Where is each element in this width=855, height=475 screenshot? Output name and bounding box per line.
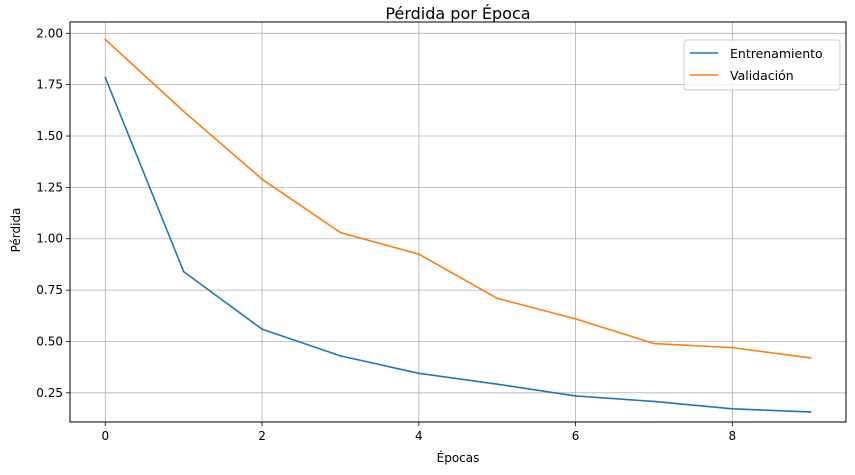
data-point-entrenamiento	[731, 407, 734, 410]
data-point-entrenamiento	[653, 400, 655, 403]
x-tick-label: 8	[729, 429, 737, 443]
data-point-validacion	[574, 317, 577, 320]
x-tick-label: 6	[572, 429, 580, 443]
data-point-validacion	[417, 253, 420, 256]
data-point-validacion	[339, 231, 342, 234]
data-point-validacion	[496, 297, 499, 300]
data-point-entrenamiento	[104, 76, 107, 79]
x-axis-label: Épocas	[437, 450, 480, 465]
data-point-entrenamiento	[496, 383, 499, 386]
y-tick-label: 1.50	[36, 129, 63, 143]
data-point-validacion	[731, 346, 734, 349]
y-tick-label: 1.25	[36, 180, 63, 194]
y-tick-label: 0.75	[36, 283, 63, 297]
y-tick-label: 1.75	[36, 78, 63, 92]
y-axis-label: Pérdida	[9, 208, 23, 253]
data-point-entrenamiento	[182, 270, 185, 273]
data-point-validacion	[182, 110, 185, 113]
y-tick-label: 0.50	[36, 334, 63, 348]
data-point-entrenamiento	[261, 328, 263, 331]
series-line-entrenamiento	[104, 77, 811, 413]
data-point-validacion	[809, 357, 812, 359]
y-tick-label: 0.25	[36, 386, 63, 400]
chart-title: Pérdida por Época	[385, 4, 530, 23]
data-point-validacion	[261, 178, 263, 181]
data-point-entrenamiento	[574, 395, 577, 397]
x-tick-label: 4	[415, 429, 423, 443]
x-tick-label: 0	[101, 429, 109, 443]
legend-label-entrenamiento: Entrenamiento	[730, 46, 823, 61]
x-tick-label: 2	[258, 429, 266, 443]
legend: Entrenamiento Validación	[683, 39, 841, 91]
data-point-entrenamiento	[339, 354, 342, 357]
grid-lines	[70, 22, 846, 422]
data-point-entrenamiento	[809, 411, 812, 413]
data-point-entrenamiento	[417, 372, 420, 375]
plot-frame	[69, 21, 847, 423]
axis-ticks: 0 2 4 6 8 0.25 0.50 0.75 1.00 1.25 1.50 1.75 2.00	[36, 26, 736, 443]
series-line-validacion	[104, 38, 811, 359]
legend-box	[683, 39, 841, 91]
data-point-validacion	[653, 342, 655, 345]
y-tick-label: 2.00	[36, 26, 63, 40]
y-tick-label: 1.00	[36, 232, 63, 246]
data-point-validacion	[104, 38, 107, 41]
legend-label-validacion: Validación	[730, 68, 794, 83]
series-lines	[104, 38, 812, 413]
